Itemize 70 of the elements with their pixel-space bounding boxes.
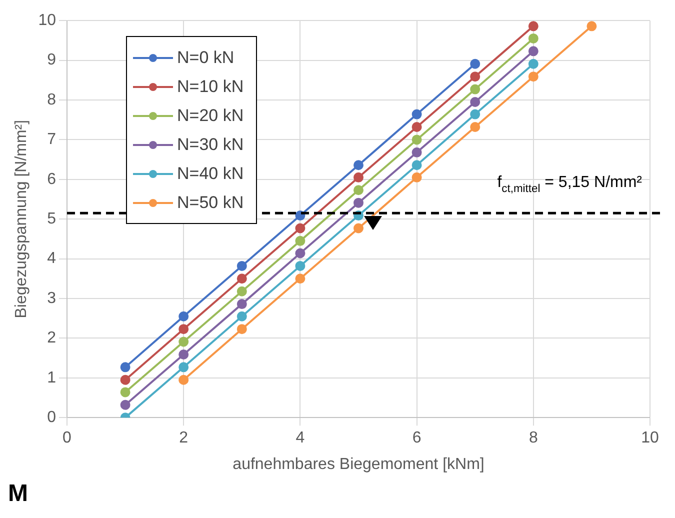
x-tick-label: 6 [412, 430, 422, 447]
point [178, 362, 189, 372]
point [236, 324, 247, 334]
point [470, 96, 480, 107]
point [295, 260, 306, 271]
point [295, 274, 306, 284]
point [528, 72, 538, 82]
legend-label: N=10 kN [177, 76, 244, 96]
point [295, 223, 306, 234]
point [354, 223, 364, 234]
point [528, 33, 538, 44]
y-tick-label: 5 [47, 210, 56, 228]
legend-label: N=30 kN [177, 134, 244, 154]
x-tick-label: 4 [296, 430, 305, 447]
point [236, 274, 247, 284]
x-axis-title: aufnehmbares Biegemoment [kNm] [232, 456, 484, 473]
y-tick-label: 6 [47, 170, 56, 188]
y-tick-label: 8 [47, 91, 56, 108]
y-tick-label: 4 [47, 250, 56, 268]
x-tick-label: 0 [62, 430, 72, 447]
y-tick-label: 3 [47, 290, 56, 307]
point [528, 21, 538, 32]
y-tick-label: 1 [47, 369, 56, 386]
text: M [8, 480, 28, 508]
point [470, 58, 480, 69]
point [236, 299, 247, 310]
point [178, 336, 189, 347]
x-tick-label: 8 [528, 430, 538, 447]
point [178, 349, 189, 360]
point [120, 400, 130, 410]
point [412, 172, 422, 182]
point [178, 374, 189, 385]
point [236, 311, 247, 322]
point [354, 198, 364, 208]
point [354, 172, 364, 182]
y-tick-label: 9 [47, 52, 56, 69]
point [412, 109, 422, 120]
point [236, 286, 247, 296]
point [412, 122, 422, 132]
point [354, 160, 364, 170]
x-tick-label: 10 [641, 430, 659, 447]
point [120, 362, 130, 372]
point [295, 248, 306, 258]
point [120, 387, 130, 398]
point [178, 324, 189, 334]
point [236, 260, 247, 271]
point [470, 122, 480, 132]
legend-label: N=20 kN [177, 106, 244, 126]
y-axis-title: Biegezugspannung [N/mm²] [13, 120, 30, 318]
y-tick-label: 10 [38, 12, 56, 30]
y-tick-label: 7 [47, 131, 56, 148]
y-tick-label: 2 [47, 330, 56, 347]
point [528, 58, 538, 69]
point [354, 185, 364, 196]
point [412, 134, 422, 145]
point [120, 374, 130, 385]
legend-label: N=40 kN [177, 164, 244, 184]
y-tick-label: 0 [47, 409, 56, 426]
point [470, 72, 480, 82]
x-tick-label: 2 [179, 430, 188, 447]
point [528, 46, 538, 56]
point [470, 109, 480, 120]
point [178, 311, 189, 322]
point [295, 236, 306, 246]
legend-label: N=50 kN [177, 192, 244, 212]
legend-label: N=0 kN [177, 48, 234, 68]
point [412, 147, 422, 158]
point [470, 84, 480, 94]
point [412, 160, 422, 170]
point [586, 21, 597, 32]
